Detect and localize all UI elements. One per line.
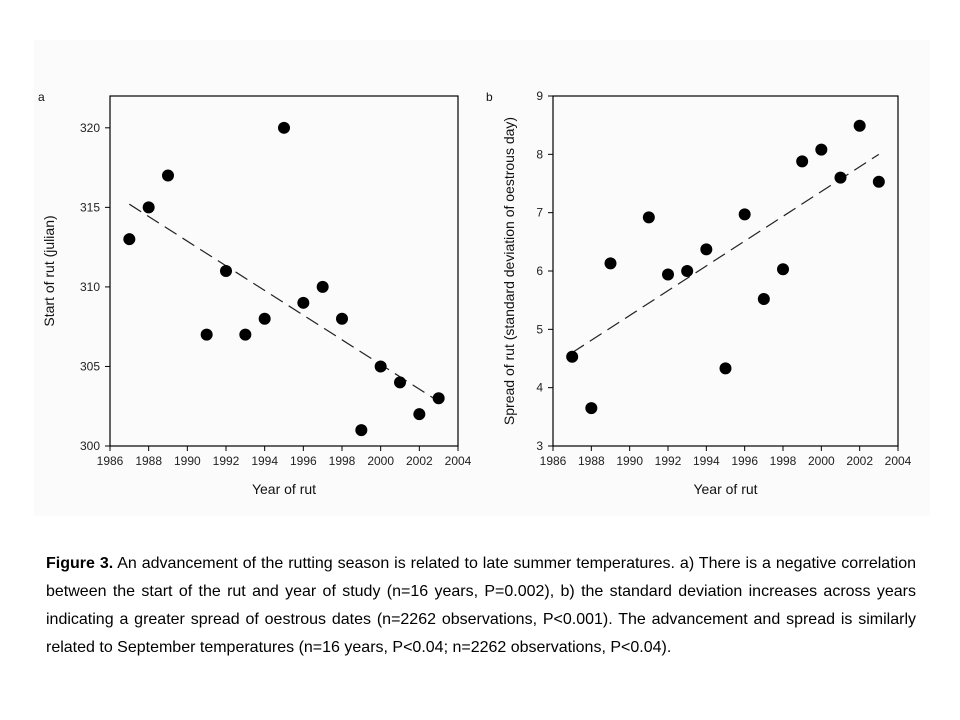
plot-frame-a [109,95,459,447]
y-tick-label-a: 300 [80,439,100,453]
x-tick-label-b: 1994 [693,454,720,468]
x-tick-label-a: 2002 [406,454,433,468]
data-point-b [719,362,732,375]
y-tick-label-b: 8 [536,147,543,161]
panel-b: 1986 1988 1990 1992 1994 1996 1998 2000 2002 2004… [486,89,912,497]
x-tick-label-a: 2004 [445,454,472,468]
trend-line-b [571,153,880,354]
data-point-b [662,268,674,281]
y-tick-label-a: 310 [80,280,100,294]
y-tick-label-b: 7 [536,206,543,220]
data-point-a [374,360,387,373]
data-point-a [258,312,271,325]
data-point-b [700,243,713,256]
y-tick-label-b: 9 [536,89,543,103]
x-tick-label-b: 2002 [846,454,873,468]
data-point-b [815,143,828,156]
data-point-a [162,169,174,182]
data-point-a [355,424,368,437]
x-tick-label-b: 1998 [770,454,797,468]
x-tick-label-b: 1996 [731,454,758,468]
x-axis-title-b: Year of rut [693,481,757,497]
data-point-a [316,280,329,293]
caption-text: An advancement of the rutting season is … [46,555,917,656]
x-tick-label-a: 1990 [174,454,201,468]
data-point-b [738,208,751,221]
data-point-b [757,293,770,305]
y-tick-label-a: 305 [80,359,100,373]
x-tick-label-a: 1994 [251,454,278,468]
data-point-a [413,408,426,421]
data-point-b [834,171,847,184]
x-tick-label-a: 1988 [135,454,162,468]
x-tick-label-a: 1986 [97,454,124,468]
x-tick-label-b: 1990 [616,454,643,468]
data-point-b [642,211,655,224]
data-point-b [681,265,694,277]
x-tick-label-b: 1988 [578,454,605,468]
data-point-b [872,175,885,188]
x-tick-label-b: 2000 [808,454,835,468]
scatter-plots: 1986 1988 1990 1992 1994 1996 1998 2000 2002 2004… [38,89,912,497]
trend-line-a [129,203,439,402]
data-point-a [278,121,290,134]
data-point-a [123,233,136,246]
x-tick-label-b: 2004 [885,454,912,468]
data-point-b [604,257,617,270]
data-point-b [585,402,598,415]
x-tick-label-a: 1992 [213,454,240,468]
y-axis-title-b: Spread of rut (standard deviation of oes… [501,117,517,425]
panel-a: 1986 1988 1990 1992 1994 1996 1998 2000 2002 2004… [38,90,472,497]
x-tick-label-a: 1996 [290,454,317,468]
caption-label: Figure 3. [46,555,114,572]
data-point-a [239,328,252,341]
panel-letter-a: a [38,90,45,104]
x-axis-title-a: Year of rut [252,481,316,497]
data-point-a [394,376,406,389]
data-point-a [336,312,348,325]
x-tick-label-b: 1992 [655,454,682,468]
x-tick-label-a: 2000 [367,454,394,468]
y-tick-label-b: 5 [536,322,543,336]
plot-frame-b [552,95,899,447]
y-tick-label-b: 3 [536,439,543,453]
y-tick-label-a: 315 [80,200,100,214]
panel-letter-b: b [486,90,493,104]
y-tick-label-a: 320 [80,121,100,135]
x-tick-label-b: 1986 [540,454,567,468]
y-axis-title-a: Start of rut (julian) [41,215,57,326]
data-point-a [432,392,445,405]
figure-caption: Figure 3. An advancement of the rutting … [46,550,916,662]
figure-panel: 1986 1988 1990 1992 1994 1996 1998 2000 2002 2004… [34,40,930,516]
data-point-b [566,350,579,363]
data-point-b [796,155,809,168]
y-tick-label-b: 6 [536,264,543,278]
data-point-a [220,265,232,277]
y-tick-label-b: 4 [536,381,543,395]
data-point-b [777,263,789,276]
data-point-b [853,119,866,132]
data-point-a [142,201,155,214]
data-point-a [297,296,310,309]
data-point-a [200,328,213,341]
x-tick-label-a: 1998 [329,454,356,468]
